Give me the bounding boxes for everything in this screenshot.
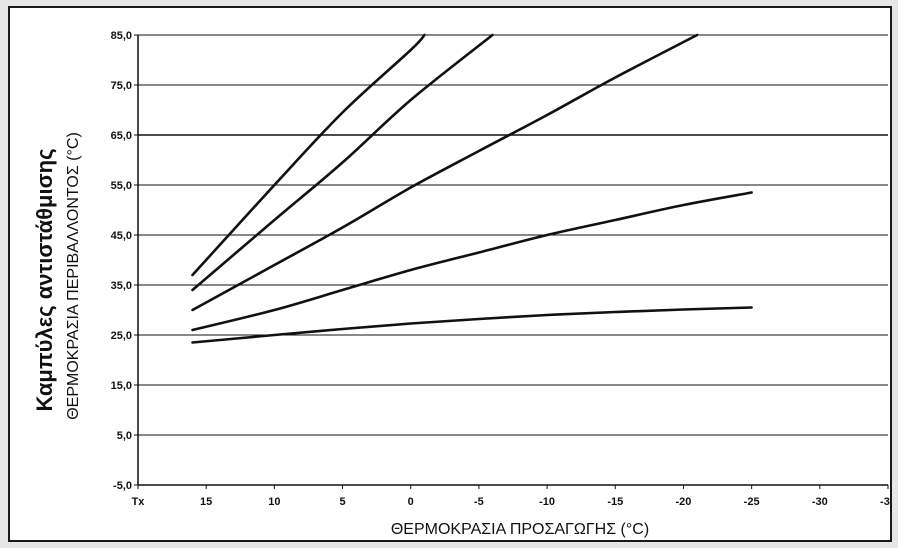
y-tick-label: 35,0 xyxy=(111,280,132,292)
series-lines xyxy=(191,33,753,344)
y-axis-title: ΘΕΡΜΟΚΡΑΣΙΑ ΠΕΡΙΒΑΛΛΟΝΤΟΣ (°C) xyxy=(65,132,82,420)
series-line-3 xyxy=(191,33,699,312)
x-tick-label: -15 xyxy=(607,496,623,508)
x-tick-label: 10 xyxy=(268,496,280,508)
x-tick-label: Tx xyxy=(132,496,146,508)
y-tick-label: -5,0 xyxy=(113,480,132,492)
y-tick-label: 75,0 xyxy=(111,80,132,92)
y-tick-label: 65,0 xyxy=(111,130,132,142)
series-line-5 xyxy=(191,306,753,344)
y-tick-label: 25,0 xyxy=(111,330,132,342)
y-tick-label: 15,0 xyxy=(111,380,132,392)
x-axis-title: ΘΕΡΜΟΚΡΑΣΙΑ ΠΡΟΣΑΓΩΓΗΣ (°C) xyxy=(391,521,649,538)
chart-title: Καμπύλες αντιστάθμισης xyxy=(32,148,57,411)
grid-lines xyxy=(138,34,888,436)
axes xyxy=(134,34,889,489)
series-line-4 xyxy=(191,191,753,332)
x-tick-label: -30 xyxy=(812,496,828,508)
y-tick-label: 45,0 xyxy=(111,230,132,242)
y-tick-label: 85,0 xyxy=(111,30,132,42)
series-line-2 xyxy=(191,33,494,292)
x-tick-label: 0 xyxy=(408,496,414,508)
x-tick-label: -25 xyxy=(744,496,760,508)
chart-svg: -5,05,015,025,035,045,055,065,075,085,0 … xyxy=(32,30,890,538)
x-tick-label: -10 xyxy=(539,496,555,508)
x-tick-label: 5 xyxy=(339,496,345,508)
series-line-1 xyxy=(191,33,426,277)
x-tick-label: 15 xyxy=(200,496,212,508)
x-tick-label: -20 xyxy=(676,496,692,508)
x-tick-label: -5 xyxy=(474,496,484,508)
y-tick-label: 5,0 xyxy=(117,430,132,442)
y-tick-labels: -5,0 5,0 15,0 25,0 35,0 45,0 55,0 65,0 75,0 85,0 xyxy=(111,30,132,492)
x-tick-label: -35 xyxy=(880,496,890,508)
y-tick-label: 55,0 xyxy=(111,180,132,192)
chart-frame: -5,0 5,0 15,0 25,0 35,0 45,0 55,0 65,0 75,0 85,0 … xyxy=(8,6,892,542)
x-tick-labels: Tx 15 10 5 0 -5 -10 -15 -20 -25 -30 -35 xyxy=(132,496,890,508)
